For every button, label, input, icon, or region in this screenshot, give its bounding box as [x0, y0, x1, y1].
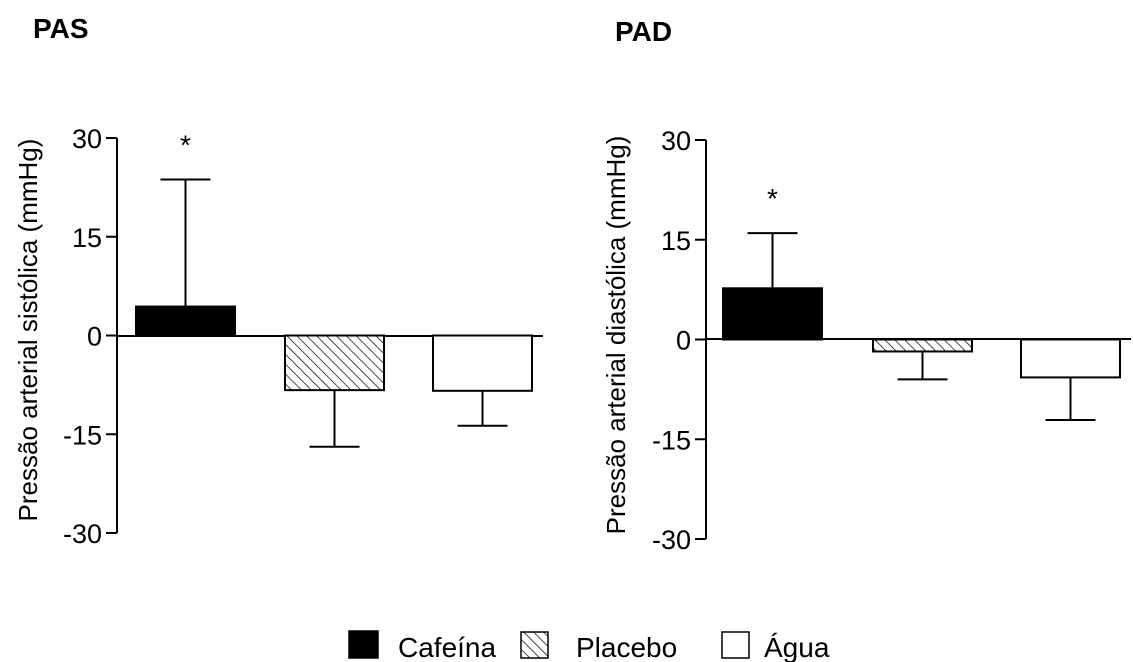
chart-title-pad: PAD [615, 16, 672, 47]
chart-title-pas: PAS [33, 13, 89, 44]
y-tick-label: 0 [676, 326, 691, 356]
significance-marker-cafeina: * [180, 129, 191, 160]
y-tick-label: -15 [652, 425, 691, 455]
y-tick-label: 15 [661, 226, 691, 256]
bar-agua [432, 334, 533, 392]
bars-pas: * [135, 129, 533, 448]
legend-swatch-placebo [520, 631, 549, 659]
bar-placebo [284, 334, 385, 392]
y-axis-label-pas: Pressão arterial sistólica (mmHg) [13, 139, 43, 522]
bar-placebo [872, 338, 973, 353]
bar-agua [1020, 338, 1121, 379]
legend-label-cafeina: Cafeína [398, 632, 496, 662]
bar-cafeina [722, 287, 823, 341]
chart-pad: PAD Pressão arterial diastólica (mmHg) 3… [601, 16, 1131, 555]
legend: Cafeína Placebo Água [348, 630, 830, 662]
y-tick-label: 30 [661, 126, 691, 156]
y-tick-label: 30 [72, 124, 102, 154]
legend-label-placebo: Placebo [576, 632, 677, 662]
significance-marker-cafeina: * [767, 183, 778, 214]
legend-swatch-cafeina [348, 630, 379, 659]
y-tick-label: -30 [652, 525, 691, 555]
bars-pad: * [722, 183, 1121, 421]
y-tick-label: 0 [87, 322, 102, 352]
legend-swatch-agua [721, 631, 750, 659]
y-ticks-pad: 30 15 0 -15 -30 [652, 126, 706, 555]
y-tick-label: 15 [72, 223, 102, 253]
y-ticks-pas: 30 15 0 -15 -30 [63, 124, 117, 549]
bar-cafeina [135, 305, 236, 337]
legend-label-agua: Água [764, 632, 830, 662]
chart-pas: PAS Pressão arterial sistólica (mmHg) 30… [13, 13, 543, 549]
legend-item-cafeina: Cafeína [348, 630, 496, 662]
y-tick-label: -15 [63, 420, 102, 450]
y-tick-label: -30 [63, 519, 102, 549]
y-axis-label-pad: Pressão arterial diastólica (mmHg) [601, 136, 631, 535]
legend-item-placebo: Placebo [520, 631, 677, 662]
legend-item-agua: Água [721, 631, 830, 662]
